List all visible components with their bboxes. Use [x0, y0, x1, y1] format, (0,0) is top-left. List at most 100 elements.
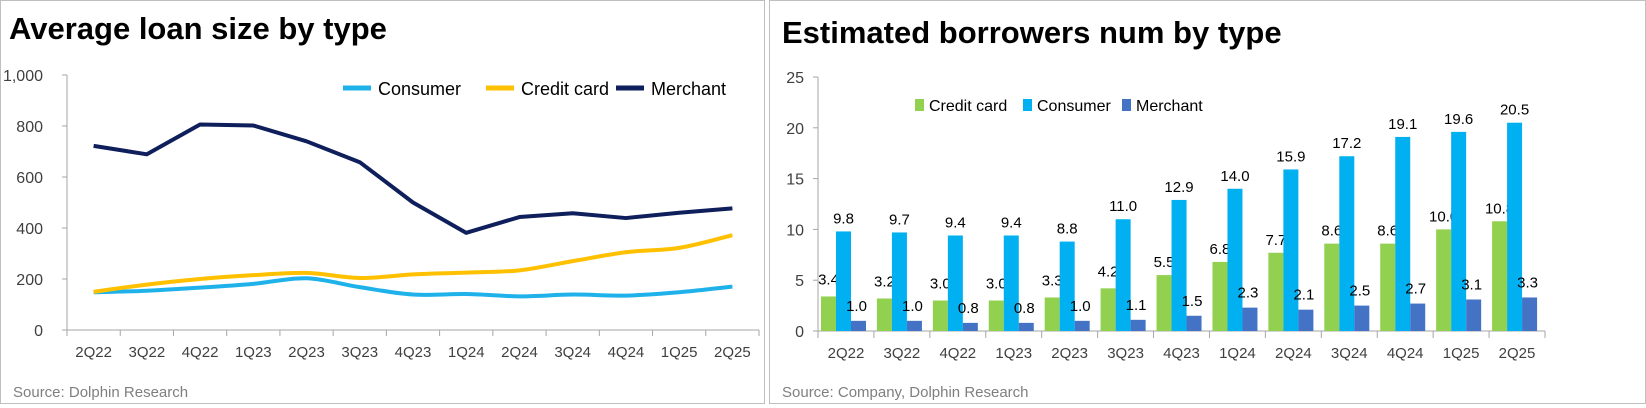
x-tick-label: 4Q24 — [1387, 345, 1424, 362]
bar-merchant — [1354, 305, 1370, 331]
average-loan-size-panel: Average loan size by type 0 200 400 600 800 1… — [0, 0, 765, 404]
bar-credit-card — [876, 298, 892, 331]
y-tick-label: 15 — [786, 172, 804, 189]
x-tick-label: 3Q22 — [128, 344, 165, 361]
data-label: 9.4 — [945, 214, 966, 231]
bar-merchant — [906, 320, 922, 331]
data-label: 4.2 — [1098, 263, 1119, 280]
y-tick-label: 600 — [16, 170, 43, 187]
data-label: 1.0 — [902, 298, 923, 315]
x-tick-label: 1Q23 — [235, 344, 272, 361]
bar-consumer — [1283, 169, 1299, 331]
x-tick-label: 2Q23 — [1051, 345, 1088, 362]
legend-swatch — [1122, 99, 1131, 111]
data-label: 12.9 — [1164, 179, 1193, 196]
data-label: 17.2 — [1332, 135, 1361, 152]
x-tick-label: 3Q24 — [554, 344, 591, 361]
data-label: 10.8 — [1485, 200, 1514, 217]
x-tick-label: 4Q23 — [395, 344, 432, 361]
bar-credit-card — [988, 300, 1004, 331]
x-tick-label: 4Q22 — [939, 345, 976, 362]
bar-merchant — [1242, 307, 1258, 331]
bar-credit-card — [1436, 229, 1452, 331]
x-tick-label: 4Q23 — [1163, 345, 1200, 362]
data-label: 19.6 — [1444, 111, 1473, 128]
data-label: 3.0 — [986, 276, 1007, 293]
y-tick-label: 10 — [786, 222, 804, 239]
data-label: 1.1 — [1126, 297, 1147, 314]
chart-title: Estimated borrowers num by type — [782, 15, 1282, 50]
bar-consumer — [1227, 188, 1243, 331]
bar-credit-card — [932, 300, 948, 331]
bar-credit-card — [1156, 275, 1172, 331]
y-tick-label: 400 — [16, 221, 43, 238]
bar-merchant — [851, 320, 866, 331]
x-tick-label: 2Q23 — [288, 344, 325, 361]
bar-merchant — [1130, 319, 1146, 331]
data-label: 3.3 — [1517, 274, 1538, 291]
data-label: 19.1 — [1388, 116, 1417, 133]
bar-credit-card — [1324, 243, 1340, 331]
bar-consumer — [1059, 241, 1075, 331]
x-tick-label: 2Q25 — [1499, 345, 1536, 362]
data-label: 3.4 — [818, 271, 839, 288]
series-line-consumer — [93, 276, 733, 299]
bar-merchant — [962, 322, 978, 331]
bar-credit-card — [1212, 261, 1228, 331]
data-label: 8.6 — [1377, 223, 1398, 240]
x-tick-label: 1Q23 — [995, 345, 1032, 362]
data-label: 0.8 — [1014, 300, 1035, 317]
y-tick-label: 25 — [786, 70, 804, 87]
data-label: 20.5 — [1500, 102, 1529, 119]
series-line-merchant — [93, 122, 733, 235]
data-label: 2.1 — [1293, 287, 1314, 304]
chart-title: Average loan size by type — [9, 11, 387, 46]
data-label: 8.6 — [1321, 223, 1342, 240]
x-tick-label: 3Q23 — [1107, 345, 1144, 362]
data-label: 6.8 — [1210, 241, 1231, 258]
bar-consumer — [891, 232, 907, 331]
bar-consumer — [1171, 199, 1187, 331]
bar-consumer — [947, 235, 963, 331]
data-label: 0.8 — [958, 300, 979, 317]
bar-consumer — [1395, 136, 1411, 331]
line-chart: 0 200 400 600 800 1,000 2Q22 3Q22 4Q22 1Q23 2Q23 3Q… — [3, 68, 760, 361]
data-label: 10.0 — [1429, 208, 1458, 225]
bar-merchant — [1074, 320, 1090, 331]
data-label: 5.5 — [1154, 254, 1175, 271]
bar-consumer — [1115, 219, 1131, 331]
legend-label: Credit card — [521, 79, 609, 99]
data-label: 11.0 — [1109, 198, 1137, 215]
data-label: 14.0 — [1220, 168, 1249, 185]
bar-consumer — [836, 231, 851, 331]
series-line-credit-card — [93, 233, 733, 294]
data-label: 1.5 — [1182, 293, 1203, 310]
bar-merchant — [1298, 309, 1314, 331]
bar-credit-card — [1380, 243, 1396, 331]
source-note: Source: Company, Dolphin Research — [782, 384, 1029, 401]
data-label: 3.0 — [930, 276, 951, 293]
y-tick-label: 20 — [786, 121, 804, 138]
bar-merchant — [1186, 315, 1202, 331]
x-tick-label: 1Q24 — [1219, 345, 1256, 362]
legend-label: Merchant — [651, 79, 726, 99]
data-label: 2.5 — [1349, 283, 1370, 300]
bar-merchant — [1410, 303, 1426, 331]
data-label: 1.0 — [846, 298, 867, 315]
x-tick-label: 2Q22 — [75, 344, 112, 361]
data-label: 3.3 — [1042, 272, 1063, 289]
y-tick-label: 800 — [16, 119, 43, 136]
x-tick-label: 3Q24 — [1331, 345, 1368, 362]
data-label: 15.9 — [1276, 148, 1305, 165]
bar-credit-card — [1268, 252, 1284, 331]
x-tick-label: 1Q25 — [1443, 345, 1480, 362]
y-tick-label: 5 — [795, 273, 804, 290]
bar-merchant — [1522, 297, 1538, 331]
legend-label: Consumer — [1037, 98, 1111, 115]
x-tick-label: 4Q22 — [182, 344, 219, 361]
x-tick-label: 4Q24 — [608, 344, 645, 361]
data-label: 9.4 — [1001, 214, 1022, 231]
data-label: 2.7 — [1405, 281, 1426, 298]
bar-credit-card — [821, 296, 836, 331]
bar-consumer — [1507, 122, 1523, 331]
